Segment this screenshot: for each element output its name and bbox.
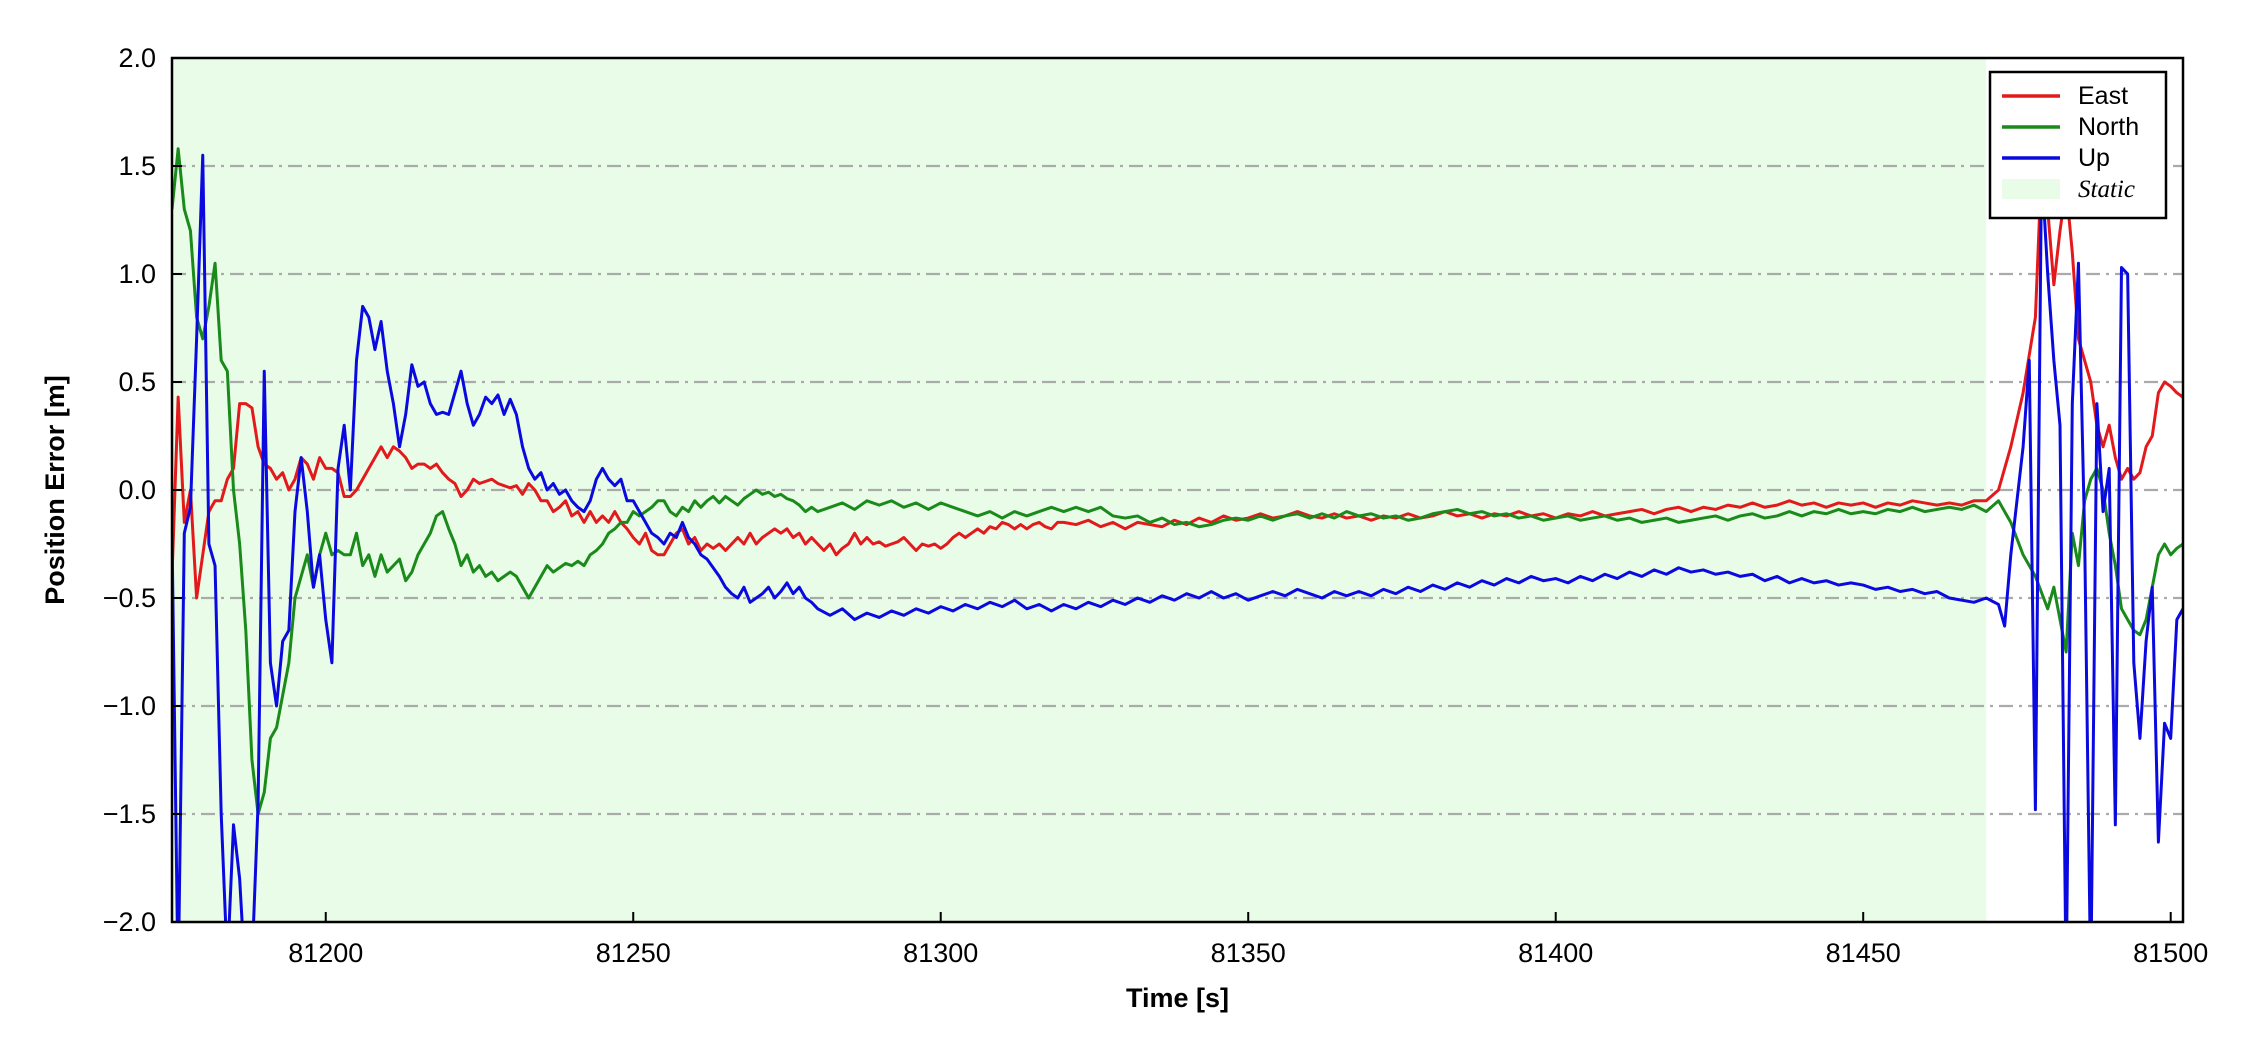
x-axis-label: Time [s] [1126,983,1229,1013]
series-line-east [172,164,2183,600]
y-tick-label: −0.5 [103,583,156,613]
y-tick-label: −1.5 [103,799,156,829]
legend: East North Up Static [1988,70,2168,220]
series-line-up [172,153,2183,922]
legend-label-north: North [2078,113,2139,141]
grid-lines [172,164,2183,816]
y-tick-label: 1.5 [118,151,156,181]
x-tick-label: 81200 [288,938,363,968]
x-tick-label: 81300 [903,938,978,968]
y-tick-label: 2.0 [118,43,156,73]
y-tick-label: 1.0 [118,259,156,289]
x-tick-label: 81400 [1518,938,1593,968]
x-tick-label: 81450 [1826,938,1901,968]
y-tick-label: 0.5 [118,367,156,397]
legend-label-east: East [2078,82,2128,110]
x-tick-label: 81500 [2133,938,2208,968]
y-tick-label: −1.0 [103,691,156,721]
y-tick-label: 0.0 [118,475,156,505]
y-tick-label: −2.0 [103,907,156,937]
legend-label-static: Static [2078,176,2135,203]
series-line-north [172,147,2183,816]
y-axis-ticks: −2.0 −1.5 −1.0 −0.5 0.0 0.5 1.0 1.5 2.0 [103,43,182,937]
legend-label-up: Up [2078,144,2110,172]
x-axis-ticks: 81200 81250 81300 81350 81400 81450 81500 [288,912,2208,968]
y-axis-label: Position Error [m] [40,375,70,605]
x-tick-label: 81350 [1211,938,1286,968]
series-lines [172,147,2183,922]
x-tick-label: 81250 [596,938,671,968]
legend-swatch-static [2002,179,2060,199]
